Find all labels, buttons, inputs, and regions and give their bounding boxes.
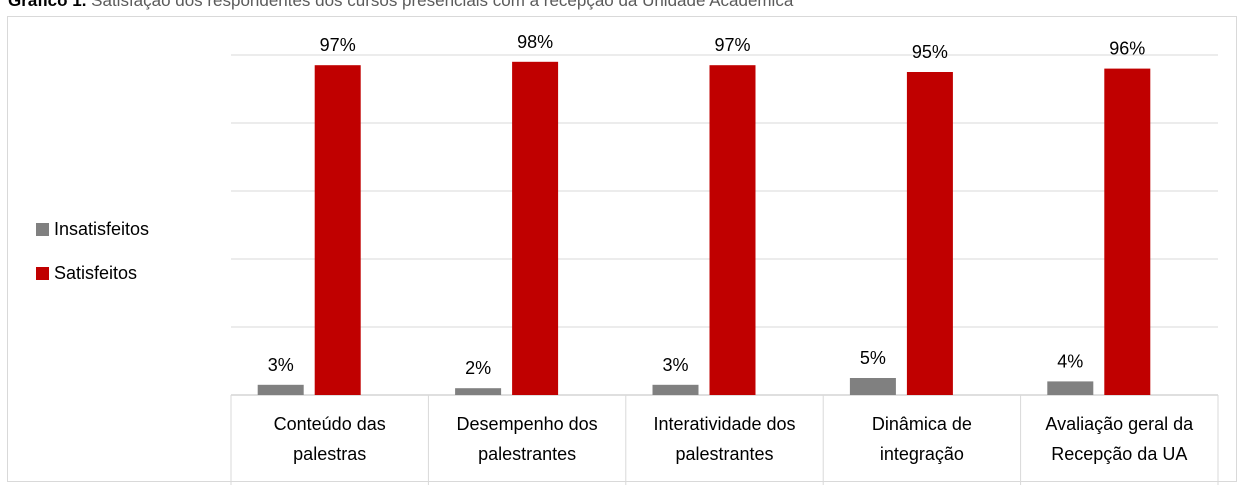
legend-swatch-satisfeitos xyxy=(36,266,49,280)
category-label: integração xyxy=(880,444,964,464)
category-label: palestrantes xyxy=(478,444,576,464)
bar-insatisfeitos xyxy=(652,384,699,395)
data-label: 5% xyxy=(860,348,886,368)
data-label: 2% xyxy=(465,358,491,378)
legend: Insatisfeitos Satisfeitos xyxy=(36,216,149,304)
category-label: Conteúdo das xyxy=(274,414,386,434)
legend-label-insatisfeitos: Insatisfeitos xyxy=(54,218,150,239)
data-label: 3% xyxy=(662,355,688,375)
bar-insatisfeitos xyxy=(455,388,502,395)
chart-frame xyxy=(7,16,1237,482)
category-label: Desempenho dos xyxy=(457,414,598,434)
bar-satisfeitos xyxy=(512,61,559,396)
legend-label-satisfeitos: Satisfeitos xyxy=(54,262,138,283)
data-label: 96% xyxy=(1109,39,1145,59)
legend-swatch-insatisfeitos xyxy=(36,222,49,236)
bar-satisfeitos xyxy=(709,65,756,395)
bar-satisfeitos xyxy=(1104,68,1151,395)
bar-insatisfeitos xyxy=(849,378,896,395)
bar-satisfeitos xyxy=(314,65,361,395)
category-label: Recepção da UA xyxy=(1051,444,1187,464)
data-label: 3% xyxy=(268,355,294,375)
data-label: 4% xyxy=(1057,351,1083,371)
category-label: Avaliação geral da xyxy=(1045,414,1194,434)
data-label: 95% xyxy=(912,42,948,62)
chart-title: Gráfico 1. Satisfação dos respondentes d… xyxy=(8,0,793,11)
category-label: Dinâmica de xyxy=(872,414,972,434)
bar-insatisfeitos xyxy=(257,384,304,395)
legend-item-satisfeitos: Satisfeitos xyxy=(36,260,149,286)
data-label: 98% xyxy=(517,32,553,52)
data-label: 97% xyxy=(714,35,750,55)
category-label: palestrantes xyxy=(675,444,773,464)
category-label: Interatividade dos xyxy=(653,414,795,434)
bar-insatisfeitos xyxy=(1047,381,1094,395)
data-label: 97% xyxy=(320,35,356,55)
category-label: palestras xyxy=(293,444,366,464)
chart-title-label: Gráfico 1. xyxy=(8,0,87,10)
bar-satisfeitos xyxy=(906,72,953,395)
chart-title-text: Satisfação dos respondentes dos cursos p… xyxy=(91,0,794,10)
legend-item-insatisfeitos: Insatisfeitos xyxy=(36,216,149,242)
